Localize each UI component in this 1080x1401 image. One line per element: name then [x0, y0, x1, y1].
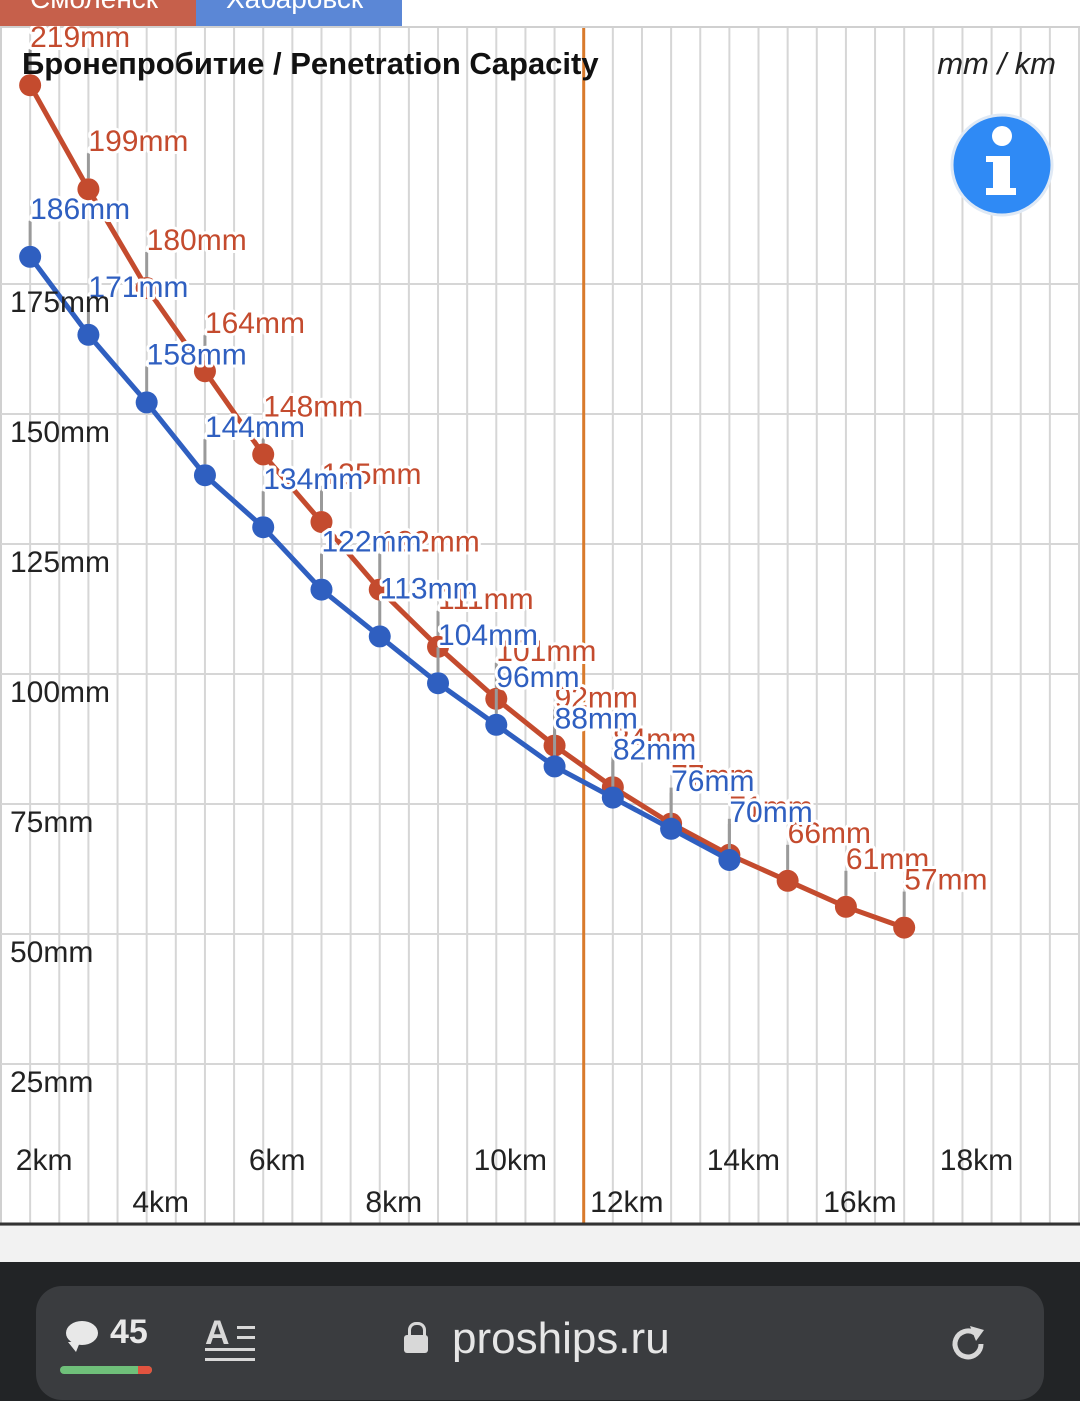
address-pill[interactable] [36, 1286, 1044, 1400]
data-label: 88mm [555, 702, 638, 735]
rating-bar [60, 1366, 152, 1374]
data-label: 101mm [496, 635, 596, 668]
data-label: 180mm [147, 224, 247, 257]
y-tick-label: 100mm [10, 676, 110, 709]
x-tick-label: 16km [823, 1186, 896, 1219]
units-label: mm / km [937, 46, 1056, 81]
data-point [193, 360, 216, 383]
data-label: 199mm [88, 125, 188, 158]
data-label: 186mm [30, 193, 130, 226]
data-label: 113mm [380, 572, 478, 605]
tab-khabarovsk[interactable]: Хабаровск [196, 0, 402, 26]
data-label: 71mm [729, 791, 812, 824]
chart-title: Бронепробитие / Penetration Capacity [22, 46, 599, 81]
data-label: 104mm [438, 619, 538, 652]
chart-frame [0, 26, 1080, 1226]
x-tick-label: 14km [707, 1144, 780, 1177]
data-label: 92mm [555, 682, 638, 715]
data-label: 122mm [380, 526, 480, 559]
x-tick-label: 8km [365, 1186, 422, 1219]
data-label: 111mm [438, 583, 534, 616]
tab-smolensk[interactable]: Смоленск [0, 0, 196, 26]
tab-label: Хабаровск [226, 0, 363, 14]
data-point [135, 391, 158, 414]
data-point [19, 74, 42, 97]
y-tick-label: 150mm [10, 416, 110, 449]
data-point [543, 755, 566, 778]
url-text[interactable]: proships.ru [452, 1314, 670, 1363]
data-label: 76mm [671, 765, 754, 798]
lock-icon [404, 1322, 428, 1354]
data-label: 66mm [788, 817, 871, 850]
data-label: 171mm [88, 271, 188, 304]
comment-count: 45 [110, 1313, 148, 1351]
data-label: 135mm [321, 458, 421, 491]
data-label: 61mm [846, 843, 929, 876]
x-tick-label: 18km [940, 1144, 1013, 1177]
data-point [427, 635, 450, 658]
chart-series: 219mm 199mm 180mm 164mm 148mm 135mm 122mm 111mm… [19, 26, 991, 939]
x-tick-label: 4km [132, 1186, 189, 1219]
data-label: 164mm [205, 307, 305, 340]
data-point [834, 895, 857, 918]
data-label: 158mm [147, 338, 247, 371]
data-point [601, 786, 624, 809]
data-label: 219mm [30, 26, 130, 54]
page-gutter [0, 1226, 1080, 1262]
data-point [776, 869, 799, 892]
data-label: 96mm [496, 661, 579, 694]
data-label: 122mm [321, 526, 421, 559]
y-tick-label: 125mm [10, 546, 110, 579]
data-point [252, 443, 275, 466]
x-tick-label: 12km [590, 1186, 663, 1219]
y-tick-label: 50mm [10, 936, 93, 969]
data-label: 134mm [263, 463, 363, 496]
data-point [368, 578, 391, 601]
data-label: 84mm [613, 723, 696, 756]
data-point [193, 464, 216, 487]
reload-icon[interactable] [948, 1324, 988, 1364]
data-label: 148mm [263, 390, 363, 423]
data-point [485, 713, 508, 736]
data-point [893, 916, 916, 939]
data-label: 70mm [729, 796, 812, 829]
data-point [19, 245, 42, 268]
data-point [427, 672, 450, 695]
data-point [310, 578, 333, 601]
x-tick-label: 6km [249, 1144, 306, 1177]
comment-icon [66, 1321, 98, 1352]
data-point [77, 323, 100, 346]
rating-bar-negative [138, 1366, 152, 1374]
penetration-chart: 219mm 199mm 180mm 164mm 148mm 135mm 122mm 111mm… [0, 26, 1080, 1226]
data-point [252, 516, 275, 539]
y-axis-labels: 25mm 50mm 75mm 100mm 125mm 150mm 175mm [10, 286, 110, 1099]
y-tick-label: 25mm [10, 1066, 93, 1099]
data-label: 82mm [613, 734, 696, 767]
reader-mode-icon[interactable]: A [205, 1314, 255, 1364]
data-label: 57mm [904, 864, 987, 897]
x-tick-label: 2km [16, 1144, 73, 1177]
data-point [368, 625, 391, 648]
x-tick-label: 10km [474, 1144, 547, 1177]
tab-label: Смоленск [30, 0, 158, 14]
series-line-0 [27, 83, 906, 930]
info-icon[interactable] [950, 113, 1054, 217]
data-label: 144mm [205, 411, 305, 444]
x-axis-labels: 2km 4km 6km 8km 10km 12km 14km 16km 18km [16, 1144, 1013, 1219]
data-label: 77mm [671, 760, 754, 793]
data-point [77, 178, 100, 201]
comments-button[interactable]: 45 [66, 1313, 148, 1352]
y-tick-label: 75mm [10, 806, 93, 839]
y-tick-label: 175mm [10, 286, 110, 319]
data-point [660, 817, 683, 840]
data-point [310, 511, 333, 533]
data-point [718, 849, 741, 871]
data-point [135, 277, 158, 299]
